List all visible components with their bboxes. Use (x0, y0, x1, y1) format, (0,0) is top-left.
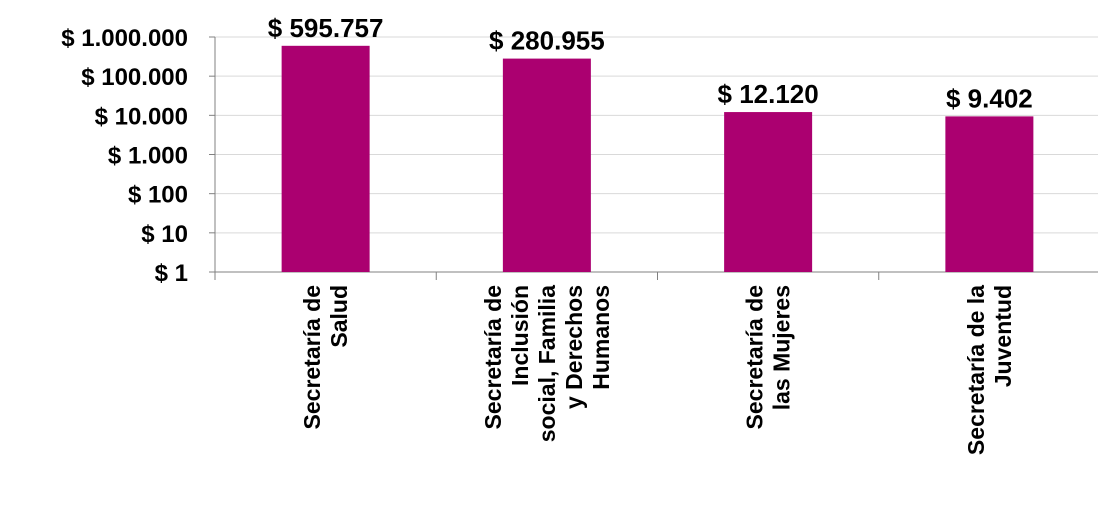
category-label: Secretaría de Inclusión social, Familia y D… (480, 285, 614, 442)
data-label: $ 280.955 (489, 26, 605, 56)
category-label-line: las Mujeres (769, 285, 795, 410)
bar (945, 116, 1034, 273)
bar (281, 45, 370, 273)
data-label: $ 12.120 (718, 79, 819, 109)
category-label-line: Secretaría de (299, 285, 325, 429)
y-tick-label: $ 1 (155, 260, 188, 287)
y-tick-label: $ 100 (128, 182, 188, 209)
data-labels: $ 595.757 $ 280.955 $ 12.120 $ 9.402 (268, 13, 1033, 114)
category-label-line: Juventud (990, 285, 1016, 387)
category-label: Secretaría de las Mujeres (742, 285, 795, 429)
category-label-line: social, Familia (534, 285, 560, 442)
category-label: Secretaría de Salud (299, 285, 352, 429)
y-tick-label: $ 100.000 (81, 64, 188, 91)
category-label-line: Secretaría de (742, 285, 768, 429)
bars (281, 45, 1034, 273)
y-tick-label: $ 1.000.000 (61, 25, 188, 52)
bar (724, 112, 813, 273)
category-label-line: Secretaría de (480, 285, 506, 429)
category-label-line: Inclusión (507, 285, 533, 386)
category-label: Secretaría de la Juventud (963, 285, 1016, 455)
y-axis-tick-labels: $ 1 $ 10 $ 100 $ 1.000 $ 10.000 $ 100.000 $ 1.… (61, 25, 188, 287)
y-tick-label: $ 10 (141, 221, 188, 248)
data-label: $ 9.402 (946, 83, 1033, 113)
x-axis-category-labels: Secretaría de Salud Secretaría de Inclusión… (299, 285, 1016, 455)
category-label-line: Secretaría de la (963, 285, 989, 455)
category-label-line: y Derechos (561, 285, 587, 409)
y-tick-label: $ 1.000 (108, 143, 188, 170)
data-label: $ 595.757 (268, 13, 384, 43)
category-label-line: Salud (326, 285, 352, 348)
bar (502, 58, 591, 272)
category-label-line: Humanos (588, 285, 614, 390)
y-tick-label: $ 10.000 (95, 103, 188, 130)
